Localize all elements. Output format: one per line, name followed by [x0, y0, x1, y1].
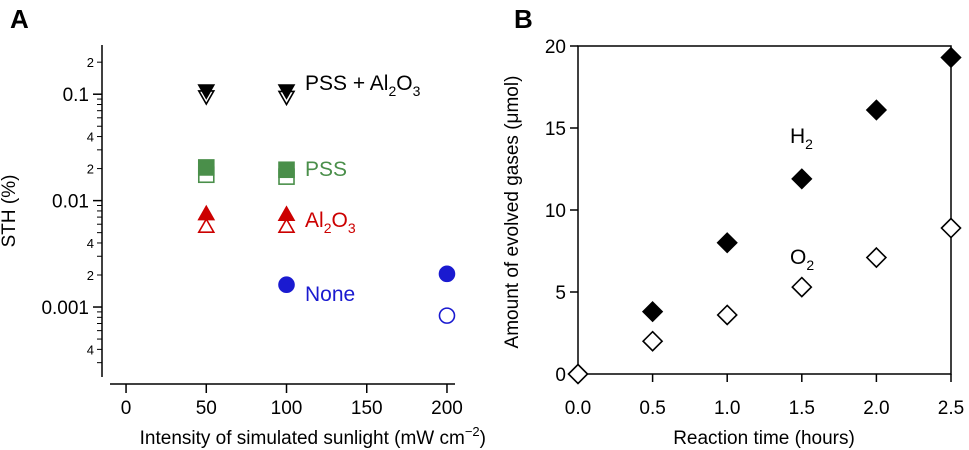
- panel-a-y-minor-tick-label: 2: [87, 55, 94, 70]
- panel-b-x-ticks: 0.0 0.5 1.0 1.5 2.0 2.5: [565, 374, 964, 419]
- panel-a-point-filled: [277, 84, 296, 100]
- panel-a-series-label-part: 3: [348, 220, 356, 236]
- panel-a-x-label-close: ): [480, 428, 486, 449]
- panel-a-series-label-part: 2: [388, 83, 396, 99]
- panel-b-x-tick-label: 0.0: [565, 398, 591, 419]
- panel-b-y-axis-label: Amount of evolved gases (μmol): [502, 76, 523, 349]
- panel-b-point-o2: [865, 246, 888, 269]
- panel-b-point-h2: [791, 168, 813, 190]
- panel-a-series-label-part: 3: [413, 83, 421, 99]
- panel-b-x-tick-label: 2.5: [938, 398, 964, 419]
- panel-b-point-o2: [791, 276, 813, 298]
- panel-b-series-label-part: 2: [805, 136, 813, 152]
- panel-a-y-tick-label: 0.001: [41, 298, 89, 319]
- panel-a-series-label: None: [305, 283, 355, 306]
- panel-a-x-tick-label: 100: [271, 398, 303, 419]
- panel-b-x-tick-label: 0.5: [639, 398, 665, 419]
- panel-b-x-axis-label: Reaction time (hours): [673, 428, 855, 449]
- panel-b-y-tick-label: 5: [555, 283, 566, 304]
- panel-b-x-tick-label: 1.0: [714, 398, 740, 419]
- panel-b-x-tick-label: 2.0: [863, 398, 889, 419]
- panel-b-y-ticks: 0 5 10 15 20: [545, 37, 578, 386]
- panel-a-series-label-part: PSS: [305, 158, 347, 181]
- panel-a-point-filled: [197, 84, 216, 100]
- panel-b-y-tick-label: 0: [555, 365, 566, 386]
- panel-b-x-tick-label: 1.5: [789, 398, 815, 419]
- panel-b-y-tick-label: 10: [545, 201, 566, 222]
- panel-a-y-axis-label: STH (%): [0, 175, 20, 248]
- panel-a-chart: 0.001 0.01 0.1 4 2 4 2 4 2 0 50 100 150 200 PSS + Al…: [0, 45, 486, 449]
- panel-a-marks: [197, 84, 456, 324]
- panel-a-series-label-part: None: [305, 283, 355, 306]
- panel-a-x-tick-label: 0: [121, 398, 132, 419]
- panel-a-x-tick-label: 150: [351, 398, 383, 419]
- panel-a-point-filled: [197, 204, 216, 221]
- panel-b-plot-frame: [577, 45, 952, 375]
- panel-b-point-o2: [567, 363, 589, 385]
- panel-b-point-h2: [865, 99, 888, 121]
- panel-b-marks: [567, 46, 962, 385]
- panel-a-series-label-part: Al: [305, 209, 324, 232]
- panel-a-y-minor-tick-label: 4: [87, 236, 94, 251]
- panel-a-x-axis-label: Intensity of simulated sunlight (mW cm−2…: [140, 424, 486, 449]
- panel-b-series-label-part: O: [790, 246, 806, 269]
- panel-a-y-minor-tick-label: 2: [87, 162, 94, 177]
- panel-a-y-minor-tick-label: 4: [87, 342, 94, 357]
- panel-a-y-ticks: 0.001 0.01 0.1 4 2 4 2 4 2: [41, 55, 102, 364]
- panel-b-point-h2: [940, 46, 962, 69]
- panel-a-x-tick-label: 200: [431, 398, 463, 419]
- panel-a-x-label-main: Intensity of simulated sunlight (mW cm: [140, 428, 465, 449]
- panel-a-series-label-part: O: [331, 209, 347, 232]
- panel-a-x-tick-label: 50: [196, 398, 217, 419]
- panel-a-point-filled: [438, 265, 456, 283]
- panel-a-letter: A: [10, 4, 29, 34]
- panel-a-series-label: Al2O3: [305, 209, 356, 236]
- panel-b-point-o2: [716, 304, 738, 326]
- panel-b-letter: B: [514, 4, 533, 34]
- panel-b-series-label-part: 2: [806, 257, 814, 273]
- panel-a-y-tick-label: 0.1: [63, 85, 89, 106]
- panel-a-point-filled: [277, 205, 296, 221]
- panel-b-point-h2: [641, 301, 664, 323]
- panel-a-point-open: [277, 217, 296, 234]
- panel-b-series-label-part: H: [790, 125, 805, 148]
- panel-b-series-label: O2: [790, 246, 814, 273]
- panel-a-series-label: PSS + Al2O3: [305, 72, 421, 99]
- panel-a-y-minor-tick-label: 4: [87, 130, 94, 145]
- panel-a-x-ticks: 0 50 100 150 200: [121, 384, 463, 419]
- panel-a-series-label-part: PSS + Al: [305, 72, 388, 95]
- panel-a-series-label-part: 2: [324, 220, 332, 236]
- panel-b-point-h2: [716, 232, 738, 254]
- panel-a-series-label: PSS: [305, 158, 347, 181]
- panel-a-point-open: [438, 307, 456, 324]
- panel-b-y-tick-label: 15: [545, 119, 566, 140]
- panel-b-y-tick-label: 20: [545, 37, 566, 58]
- panel-a-y-tick-label: 0.01: [52, 192, 89, 213]
- panel-b-point-o2: [641, 330, 664, 352]
- panel-a-y-minor-tick-label: 2: [87, 268, 94, 283]
- panel-a-x-label-sup: −2: [465, 424, 480, 439]
- panel-a-series-label-part: O: [396, 72, 412, 95]
- panel-a-point-filled: [197, 159, 215, 176]
- panel-a-point-open: [197, 217, 216, 234]
- panel-b-point-o2: [940, 217, 962, 239]
- panel-a-point-filled: [278, 276, 295, 294]
- panel-b-series-label: H2: [790, 125, 813, 152]
- panel-a-point-filled: [278, 161, 295, 179]
